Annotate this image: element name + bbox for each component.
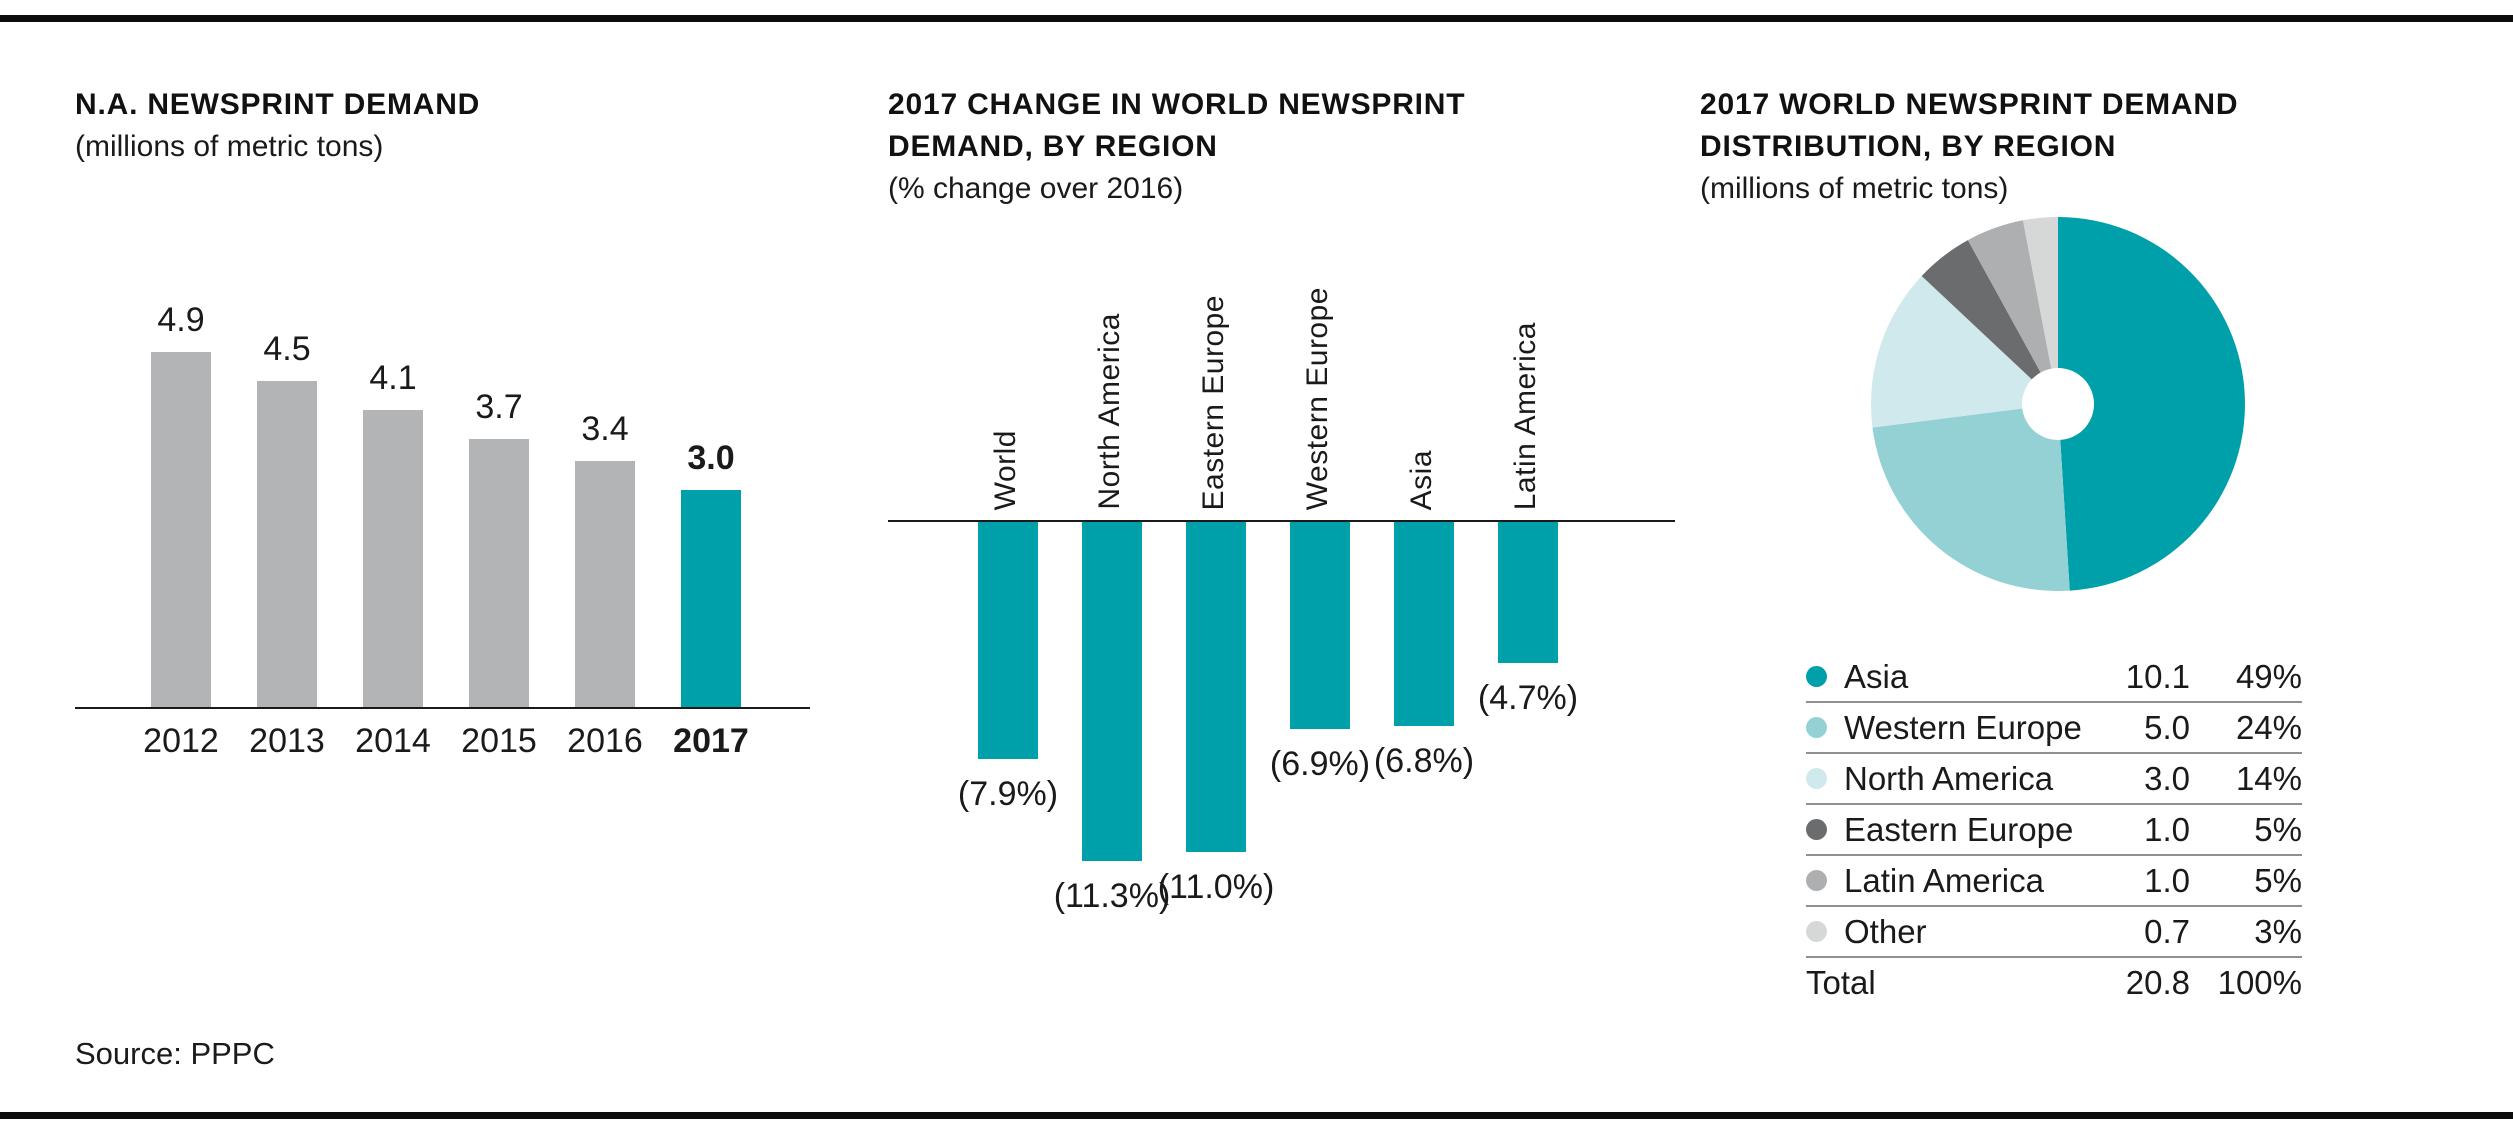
x-tick-2015: 2015 (461, 722, 537, 760)
chart1-header: N.A. NEWSPRINT DEMAND (millions of metri… (75, 84, 715, 168)
demand-bar-2017 (681, 490, 741, 707)
region-label-latin-america: Latin America (1509, 321, 1542, 510)
bar-value-2016: 3.4 (581, 410, 629, 448)
demand-bar-2012 (151, 352, 211, 707)
pie-slice-other (2022, 216, 2058, 404)
change-bar-western-europe (1290, 522, 1350, 729)
legend-label-asia: Asia (1844, 657, 1909, 695)
legend-row-asia: Asia 10.1 49% (1806, 652, 2302, 703)
x-tick-2014: 2014 (355, 722, 431, 760)
legend-percent-asia: 49% (2235, 657, 2302, 695)
change-value-eastern-europe: (11.0%) (1157, 868, 1275, 906)
legend-value-asia: 10.1 (2125, 657, 2190, 695)
chart2-plot-area: (7.9%) (11.3%) (11.0%) (6.9%) (6.8%) (4.7%) (888, 520, 1675, 940)
pie-slice-asia (2058, 217, 2245, 591)
change-value-world: (7.9%) (957, 775, 1059, 813)
legend-dot-western-europe (1806, 717, 1827, 738)
bar-value-2015: 3.7 (475, 388, 523, 426)
legend-percent-latin-america: 5% (2254, 861, 2302, 899)
chart1-category-axis: 2012 2013 2014 2015 2016 2017 (75, 722, 810, 766)
pie-slice-eastern-europe (1921, 240, 2058, 404)
x-tick-2013: 2013 (249, 722, 325, 760)
legend-label-latin-america: Latin America (1844, 861, 2044, 899)
legend-dot-other (1806, 921, 1827, 942)
change-bar-world (978, 522, 1038, 759)
legend-row-eastern-europe: Eastern Europe 1.0 5% (1806, 805, 2302, 856)
legend-row-other: Other 0.7 3% (1806, 907, 2302, 958)
x-tick-2012: 2012 (143, 722, 219, 760)
demand-bar-2015 (469, 439, 529, 707)
chart2-subtitle: (% change over 2016) (888, 172, 1184, 205)
donut-hole (2022, 368, 2094, 440)
region-label-eastern-europe: Eastern Europe (1197, 294, 1230, 510)
x-tick-2016: 2016 (567, 722, 643, 760)
chart3-title: 2017 WORLD NEWSPRINT DEMAND DISTRIBUTION… (1700, 88, 2239, 163)
legend-value-eastern-europe: 1.0 (2144, 810, 2190, 848)
change-value-asia: (6.8%) (1373, 742, 1475, 780)
legend-row-north-america: North America 3.0 14% (1806, 754, 2302, 805)
legend-dot-asia (1806, 666, 1827, 687)
legend-percent-total: 100% (2217, 963, 2302, 1001)
bar-value-2012: 4.9 (157, 301, 205, 339)
pie-slice-western-europe (1872, 404, 2070, 591)
chart1-title: N.A. NEWSPRINT DEMAND (75, 88, 481, 121)
demand-bar-2014 (363, 410, 423, 707)
legend-label-other: Other (1844, 912, 1927, 950)
legend-percent-western-europe: 24% (2235, 708, 2302, 746)
change-bar-latin-america (1498, 522, 1558, 663)
change-value-latin-america: (4.7%) (1477, 679, 1579, 717)
legend-percent-north-america: 14% (2235, 759, 2302, 797)
region-label-asia: Asia (1405, 449, 1438, 510)
legend-label-eastern-europe: Eastern Europe (1844, 810, 2074, 848)
legend-label-north-america: North America (1844, 759, 2054, 797)
change-bar-north-america (1082, 522, 1142, 861)
demand-bar-2013 (257, 381, 317, 707)
legend-value-western-europe: 5.0 (2144, 708, 2190, 746)
change-bar-eastern-europe (1186, 522, 1246, 852)
legend-percent-other: 3% (2254, 912, 2302, 950)
pie-slice-north-america (1870, 275, 2058, 428)
chart2-header: 2017 CHANGE IN WORLD NEWSPRINT DEMAND, B… (888, 84, 1588, 210)
chart1-plot-area: 4.9 4.5 4.1 3.7 3.4 3.0 (75, 301, 810, 709)
chart3-subtitle: (millions of metric tons) (1700, 172, 2009, 205)
chart1-x-axis (75, 707, 810, 709)
legend-value-other: 0.7 (2144, 912, 2190, 950)
legend-row-western-europe: Western Europe 5.0 24% (1806, 703, 2302, 754)
chart1-subtitle: (millions of metric tons) (75, 130, 384, 163)
legend-dot-north-america (1806, 768, 1827, 789)
bottom-border-line (0, 1112, 2513, 1119)
legend-row-latin-america: Latin America 1.0 5% (1806, 856, 2302, 907)
change-bar-asia (1394, 522, 1454, 726)
chart2-category-labels: World North America Eastern Europe Western … (888, 148, 1675, 510)
region-label-world: World (989, 429, 1022, 510)
pie-chart (1870, 216, 2245, 591)
legend-value-total: 20.8 (2125, 963, 2190, 1001)
x-tick-2017: 2017 (673, 722, 749, 760)
pie-legend-table: Asia 10.1 49% Western Europe 5.0 24% North Ame… (1806, 652, 2302, 1007)
legend-percent-eastern-europe: 5% (2254, 810, 2302, 848)
bar-value-2014: 4.1 (369, 359, 417, 397)
region-label-north-america: North America (1093, 313, 1126, 510)
region-label-western-europe: Western Europe (1301, 286, 1334, 510)
chart2-x-axis (888, 520, 1675, 522)
demand-bar-2016 (575, 461, 635, 707)
bar-value-2017: 3.0 (687, 439, 735, 477)
chart2-title: 2017 CHANGE IN WORLD NEWSPRINT DEMAND, B… (888, 88, 1466, 163)
change-value-north-america: (11.3%) (1053, 877, 1171, 915)
legend-value-latin-america: 1.0 (2144, 861, 2190, 899)
legend-dot-latin-america (1806, 870, 1827, 891)
pie-slice-latin-america (1967, 220, 2058, 404)
chart3-header: 2017 WORLD NEWSPRINT DEMAND DISTRIBUTION… (1700, 84, 2420, 210)
source-label: Source: PPPC (75, 1036, 275, 1071)
legend-label-western-europe: Western Europe (1844, 708, 2082, 746)
legend-dot-eastern-europe (1806, 819, 1827, 840)
legend-row-total: Total 20.8 100% (1806, 958, 2302, 1007)
top-border-line (0, 15, 2513, 22)
change-value-western-europe: (6.9%) (1269, 745, 1371, 783)
bar-value-2013: 4.5 (263, 330, 311, 368)
legend-label-total: Total (1806, 963, 1876, 1001)
legend-value-north-america: 3.0 (2144, 759, 2190, 797)
